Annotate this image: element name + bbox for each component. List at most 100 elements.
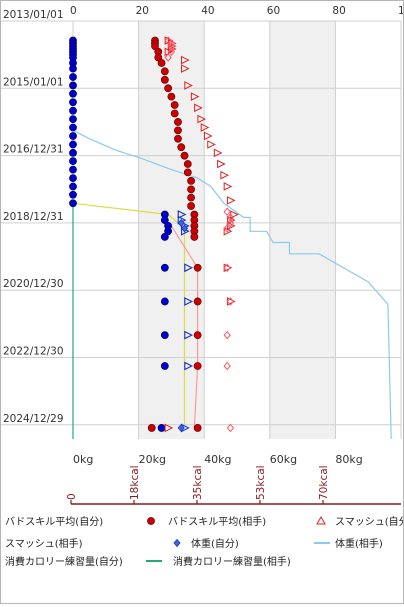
data-point-red-triangle <box>203 131 213 141</box>
data-point-red-triangle <box>200 123 210 132</box>
bottom-tick-label: 20kg <box>139 453 166 466</box>
data-point-blue-circle <box>160 331 169 339</box>
data-point-red-triangle <box>164 423 174 433</box>
top-tick-label: 40 <box>201 5 214 17</box>
bottom-tick-label: 40kg <box>204 453 231 466</box>
data-point-blue-circle <box>69 89 77 98</box>
data-point-red-triangle <box>207 140 216 149</box>
data-point-red-triangle <box>223 226 233 236</box>
data-point-red-circle <box>157 59 166 67</box>
data-point-red-circle <box>147 424 156 432</box>
data-point-red-circle <box>177 143 186 152</box>
data-point-red-triangle <box>164 47 174 57</box>
data-point-blue-circle <box>160 216 169 225</box>
calorie-tick-label: 0 <box>66 493 78 500</box>
data-point-blue-circle <box>160 233 169 241</box>
data-point-red-triangle <box>181 64 190 73</box>
data-point-blue-circle <box>69 182 77 191</box>
data-point-blue-diamond <box>177 218 185 228</box>
data-point-blue-circle <box>69 132 77 140</box>
data-point-red-triangle <box>197 114 207 124</box>
data-point-blue-triangle <box>177 210 187 219</box>
data-point-red-triangle <box>217 159 226 169</box>
data-point-red-triangle <box>226 196 236 205</box>
data-point-red-circle <box>167 92 176 101</box>
top-tick-label: 80 <box>332 5 345 17</box>
data-point-red-diamond <box>167 47 176 57</box>
data-point-red-diamond <box>223 263 231 273</box>
top-tick-label: 100 <box>398 5 403 17</box>
data-point-red-diamond <box>167 41 176 51</box>
data-point-red-circle <box>187 185 195 194</box>
data-point-red-triangle <box>190 92 200 101</box>
data-point-red-circle <box>170 109 179 118</box>
data-point-red-circle <box>164 84 173 93</box>
data-point-blue-triangle <box>184 263 194 273</box>
data-point-red-circle <box>193 362 202 370</box>
data-point-red-diamond <box>167 39 176 48</box>
legend-marker <box>173 538 181 548</box>
data-point-blue-circle <box>157 424 166 432</box>
y-tick-label: 2022/12/30 <box>3 346 64 358</box>
data-point-red-circle <box>190 233 199 241</box>
top-tick-label: 20 <box>136 5 149 17</box>
data-point-red-triangle <box>184 81 193 90</box>
bottom-tick-label: 80kg <box>335 453 362 466</box>
data-point-blue-circle <box>69 106 77 115</box>
data-point-red-diamond <box>223 224 231 233</box>
data-point-red-triangle <box>181 55 190 65</box>
calorie-tick-label: 70kcal <box>318 465 330 500</box>
grid-band <box>269 21 336 439</box>
legend-label: バドスキル平均(自分) <box>5 515 103 528</box>
data-point-blue-diamond <box>177 423 185 433</box>
data-point-red-diamond <box>226 218 235 228</box>
legend-label: 消費カロリー練習量(自分) <box>5 555 123 568</box>
y-tick-label: 2018/12/31 <box>3 211 64 223</box>
data-point-blue-circle <box>69 157 77 166</box>
legend-label: スマッシュ(相手) <box>5 537 83 550</box>
data-point-red-triangle <box>226 215 236 225</box>
data-point-red-diamond <box>226 213 235 222</box>
data-point-blue-triangle <box>184 297 194 306</box>
data-point-blue-circle <box>69 98 77 107</box>
data-point-blue-circle <box>69 199 77 208</box>
data-point-red-circle <box>174 126 182 135</box>
data-point-blue-triangle <box>184 361 194 371</box>
data-point-red-triangle <box>194 103 203 113</box>
data-point-red-circle <box>193 297 202 306</box>
data-point-blue-circle <box>69 190 77 199</box>
calorie-tick-label: 53kcal <box>255 465 267 500</box>
series-line-partner_connector <box>170 225 199 428</box>
data-point-red-diamond <box>223 207 231 217</box>
legend-label: バドスキル平均(相手) <box>168 515 266 528</box>
data-point-red-diamond <box>226 297 235 306</box>
bottom-tick-label: 0kg <box>73 453 93 466</box>
data-point-blue-circle <box>69 123 77 132</box>
data-point-blue-circle <box>69 115 77 123</box>
legend-label: 体重(相手) <box>335 537 383 550</box>
data-point-red-triangle <box>167 44 177 54</box>
calorie-tick-label: 18kcal <box>129 465 141 500</box>
data-point-red-circle <box>180 151 189 160</box>
data-point-blue-diamond <box>180 224 189 233</box>
data-point-blue-circle <box>69 64 77 73</box>
legend-marker <box>147 517 155 525</box>
data-point-blue-circle <box>160 263 169 272</box>
top-tick-label: 0 <box>70 5 77 17</box>
data-point-blue-circle <box>160 297 169 306</box>
data-point-blue-triangle <box>184 330 194 340</box>
data-point-red-circle <box>160 67 169 76</box>
data-point-red-diamond <box>223 361 231 371</box>
data-point-red-circle <box>160 75 169 84</box>
data-point-blue-circle <box>160 362 169 370</box>
data-point-red-diamond <box>164 36 172 45</box>
data-point-red-diamond <box>223 330 231 340</box>
y-tick-label: 2016/12/31 <box>3 144 64 156</box>
data-point-red-circle <box>183 160 192 168</box>
legend-label: 消費カロリー練習量(相手) <box>173 555 291 568</box>
data-point-red-circle <box>183 168 192 177</box>
data-point-blue-circle <box>69 140 77 149</box>
data-point-blue-circle <box>69 174 77 182</box>
data-point-red-diamond <box>164 53 172 62</box>
